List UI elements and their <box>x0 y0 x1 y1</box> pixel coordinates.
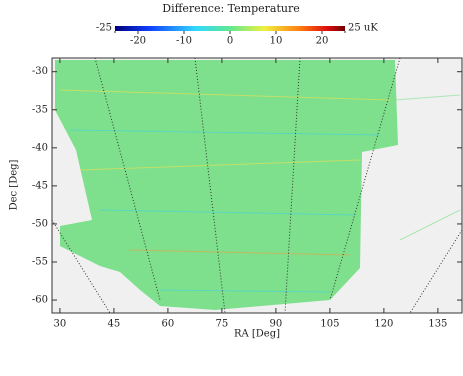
y-tick-label: -45 <box>32 180 48 191</box>
colorbar-tick-label: -20 <box>130 36 146 47</box>
y-tick-label: -35 <box>32 104 48 115</box>
colorbar-tick-label: 10 <box>270 36 283 47</box>
coordinate-curves <box>51 57 463 314</box>
colorbar-tick-label: -10 <box>176 36 192 47</box>
colorbar-end-label: -25 <box>96 23 112 34</box>
colorbar-end-label: 25 uK <box>348 23 378 34</box>
y-tick-label: -55 <box>32 257 48 268</box>
y-tick-label: -30 <box>32 66 48 77</box>
colorbar <box>115 26 345 31</box>
y-tick-label: -60 <box>32 295 48 306</box>
x-tick-label: 60 <box>162 319 175 330</box>
map-stripes <box>59 89 461 293</box>
map-region <box>55 60 398 310</box>
x-axis-label: RA [Deg] <box>234 329 280 340</box>
x-tick-label: 135 <box>428 319 447 330</box>
x-tick-label: 105 <box>320 319 339 330</box>
y-axis-label: Dec [Deg] <box>9 159 20 210</box>
x-tick-label: 75 <box>216 319 229 330</box>
chart-title: Difference: Temperature <box>162 2 299 15</box>
y-tick-label: -50 <box>32 218 48 229</box>
colorbar-tick-label: 20 <box>316 36 329 47</box>
colorbar-tick-label: 0 <box>227 36 233 47</box>
x-tick-label: 30 <box>54 319 67 330</box>
x-tick-label: 120 <box>374 319 393 330</box>
y-tick-label: -40 <box>32 142 48 153</box>
x-tick-label: 45 <box>108 319 121 330</box>
x-tick-label: 90 <box>270 319 283 330</box>
